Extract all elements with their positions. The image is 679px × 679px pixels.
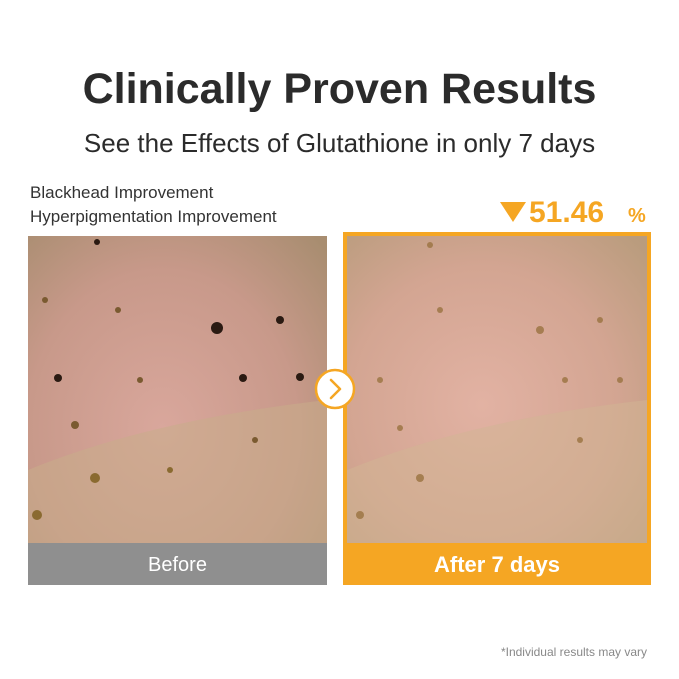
subtitle: See the Effects of Glutathione in only 7…: [84, 128, 595, 158]
label-bar: [28, 543, 327, 585]
metric: Hyperpigmentation Improvement: [30, 207, 277, 226]
panel-label: After 7 days: [434, 552, 560, 577]
stat-number: 51.46: [529, 196, 604, 229]
stat-unit: %: [628, 205, 646, 227]
skin-texture: [347, 400, 647, 543]
label-bar: [347, 543, 647, 585]
down-arrow: [500, 202, 526, 222]
after-panel: After 7 days: [343, 232, 651, 585]
next-arrow-icon: [314, 368, 356, 410]
blackheads: [32, 239, 304, 520]
stat: 51.46 %: [500, 196, 646, 229]
pores: [356, 242, 623, 519]
skin-texture: [28, 400, 327, 543]
footnote: *Individual results may vary: [501, 645, 647, 659]
metric: Blackhead Improvement: [30, 183, 214, 202]
panel-label: Before: [148, 554, 207, 576]
before-panel: Before: [28, 236, 327, 585]
title: Clinically Proven Results: [83, 65, 597, 113]
